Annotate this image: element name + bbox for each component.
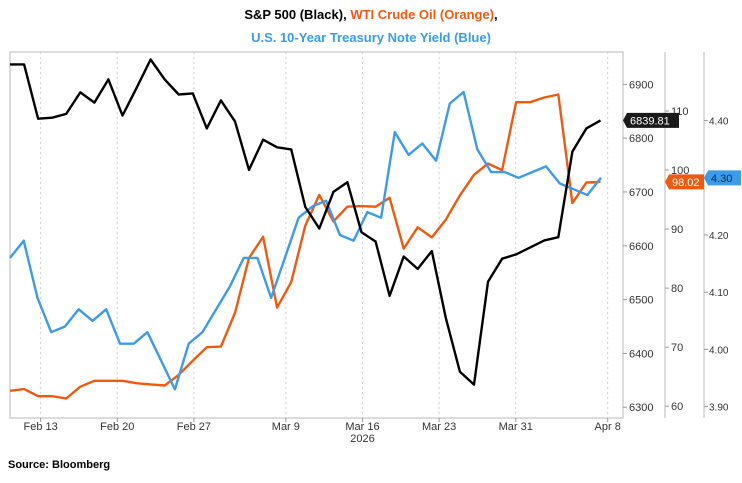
title-separator-end: , <box>494 7 498 22</box>
wti-tick-label: 100 <box>671 165 689 177</box>
chart-title-line1: S&P 500 (Black), WTI Crude Oil (Orange), <box>0 7 742 22</box>
sp500-tick-label: 6600 <box>629 241 653 253</box>
sp500-tick-label: 6300 <box>629 402 653 414</box>
wti-tick-label: 80 <box>671 283 683 295</box>
yield-tick-label: 3.90 <box>709 403 729 414</box>
yield-tick-label: 4.00 <box>709 345 729 356</box>
x-tick-label: Mar 9 <box>272 421 300 433</box>
wti-last-value-tag <box>665 174 704 190</box>
source-note: Source: Bloomberg <box>8 459 111 471</box>
sp500-tick-label: 6800 <box>629 133 653 145</box>
yield-last-value-tag <box>704 170 741 186</box>
x-tick-label: Feb 27 <box>177 421 211 433</box>
sp500-tick-label: 6900 <box>629 79 653 91</box>
x-tick-label: Mar 16 <box>345 421 379 433</box>
x-tick-label: Feb 13 <box>24 421 58 433</box>
x-year-label: 2026 <box>350 433 374 445</box>
sp500-last-value-tag <box>623 112 679 128</box>
yield-line <box>9 90 602 391</box>
yield-tick-label: 4.10 <box>709 288 729 299</box>
x-tick-label: Mar 31 <box>499 421 533 433</box>
sp500-tick-label: 6500 <box>629 295 653 307</box>
wti-tick-label: 70 <box>671 342 683 354</box>
x-tick-label: Apr 8 <box>595 421 621 433</box>
sp500-last-value-tag-text: 6839.81 <box>630 115 670 127</box>
wti-tick-label: 60 <box>671 401 683 413</box>
x-tick-label: Mar 23 <box>422 421 456 433</box>
sp500-tick-label: 6400 <box>629 348 653 360</box>
x-tick-label: Feb 20 <box>100 421 134 433</box>
sp500-tick-label: 6700 <box>629 187 653 199</box>
yield-last-value-tag-text: 4.30 <box>711 173 732 185</box>
wti-tick-label: 90 <box>671 224 683 236</box>
title-sp500: S&P 500 (Black) <box>244 7 344 22</box>
sp500-line <box>10 58 602 386</box>
title-wti: WTI Crude Oil (Orange) <box>350 7 495 22</box>
yield-tick-label: 4.40 <box>709 117 729 128</box>
title-separator: , <box>343 7 351 22</box>
wti-last-value-tag-text: 98.02 <box>672 177 700 189</box>
plot-frame <box>9 51 624 419</box>
yield-tick-label: 4.20 <box>709 231 729 242</box>
chart-title-line2: U.S. 10-Year Treasury Note Yield (Blue) <box>251 30 491 45</box>
wti-line <box>9 93 601 400</box>
